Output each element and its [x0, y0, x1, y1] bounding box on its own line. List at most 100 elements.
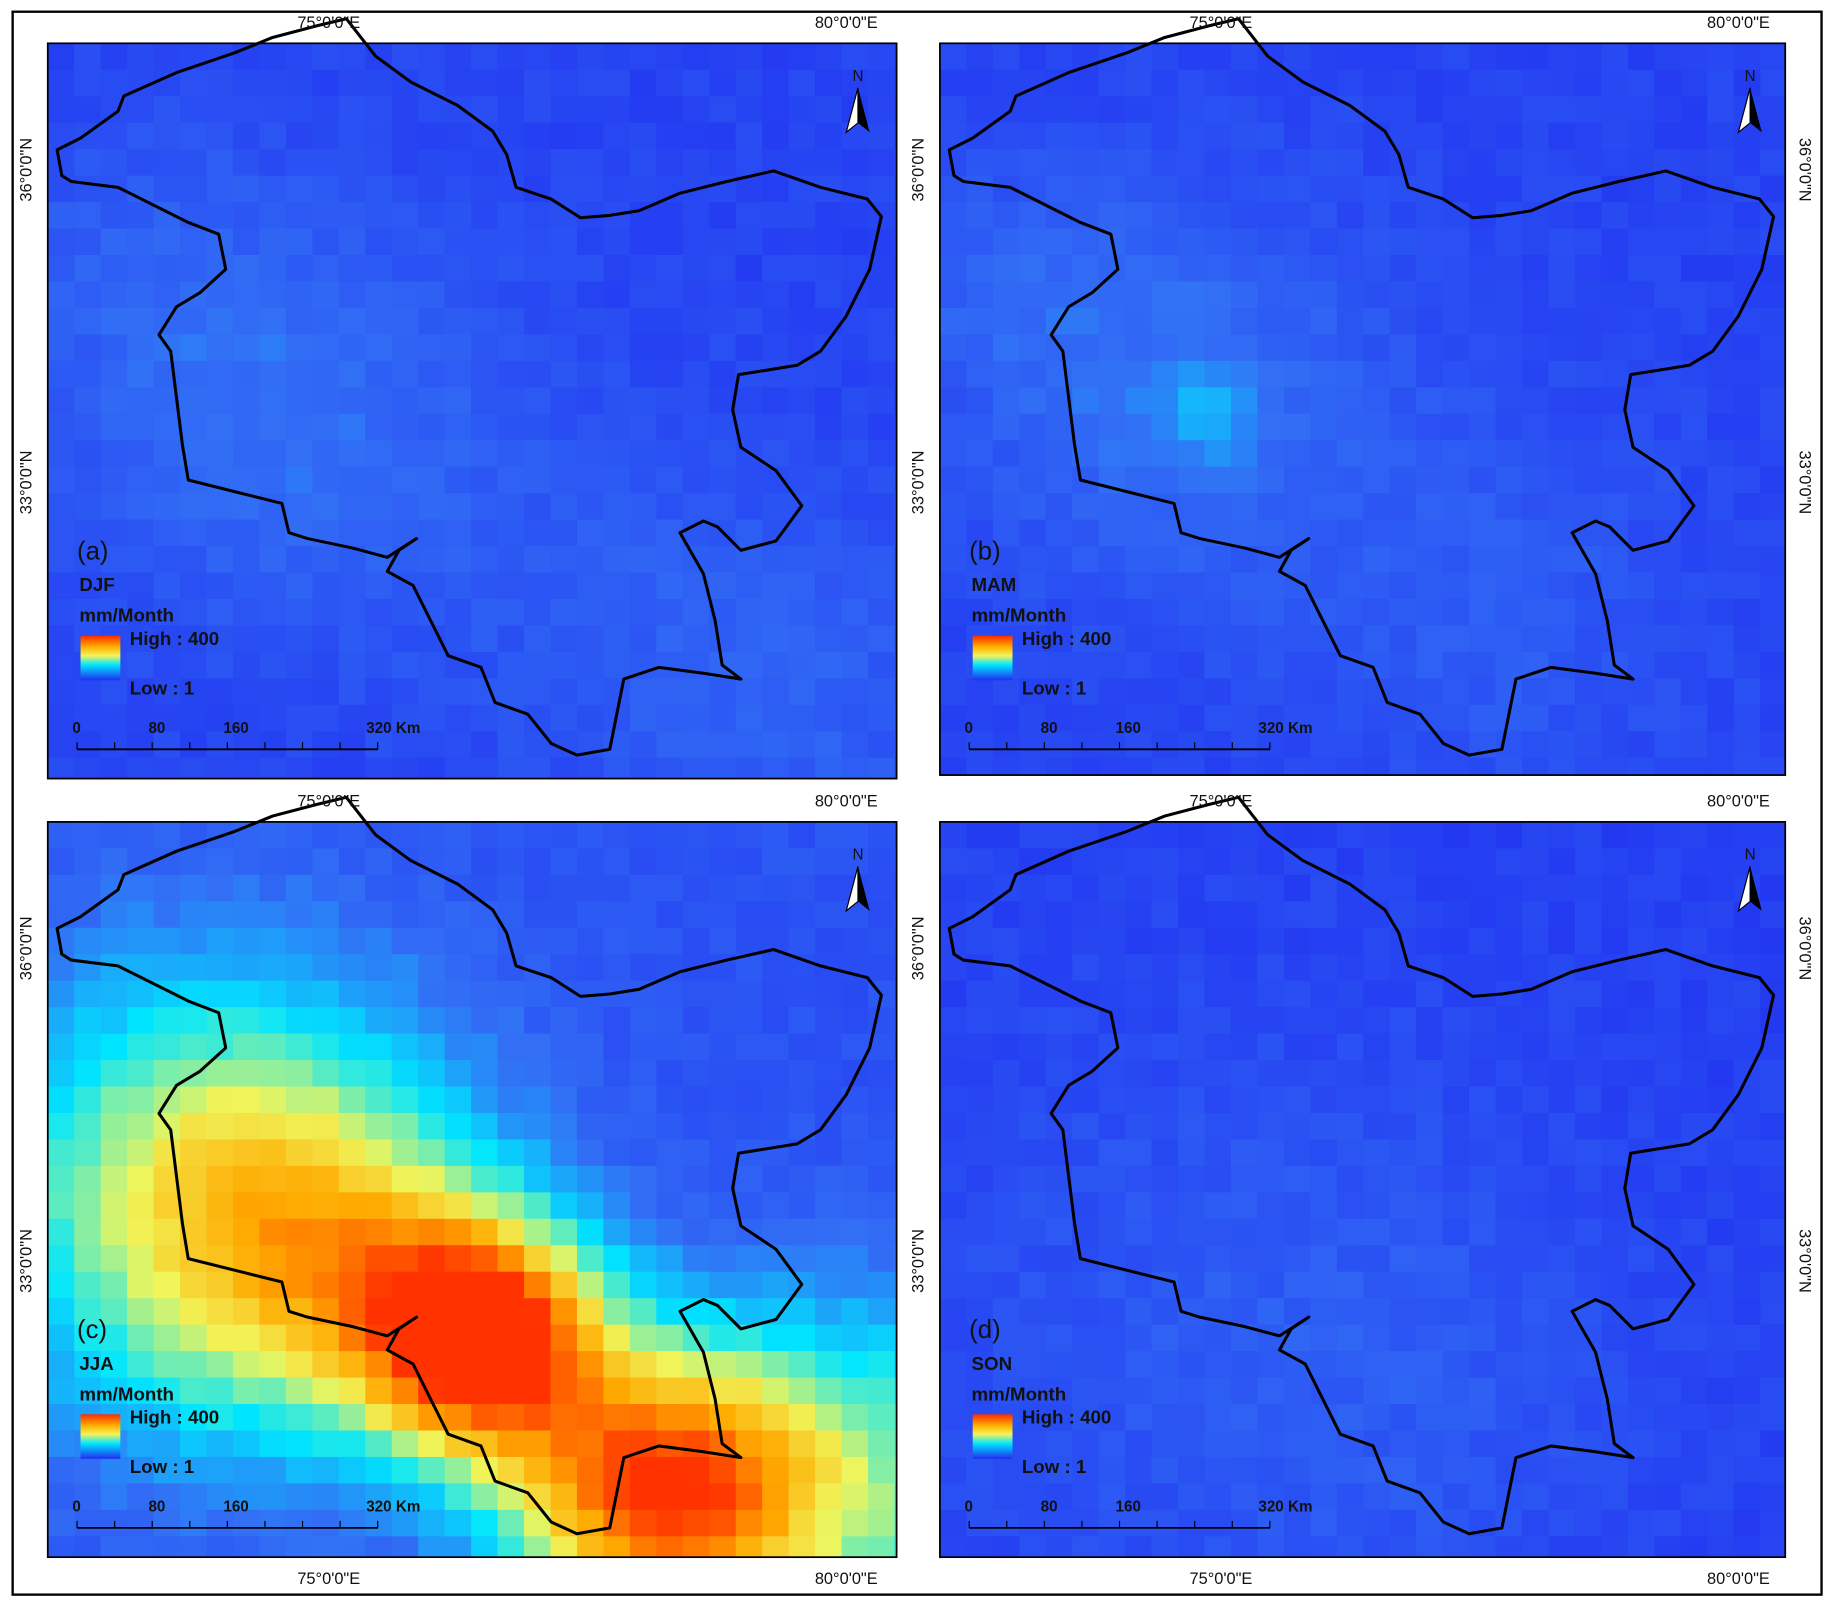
raster-cell — [1760, 901, 1786, 929]
raster-cell — [1416, 625, 1444, 653]
raster-cell — [1283, 1456, 1311, 1484]
raster-cell — [1336, 1456, 1364, 1484]
raster-cell — [1363, 1218, 1391, 1246]
raster-cell — [1019, 1509, 1047, 1537]
raster-cell — [1707, 678, 1735, 706]
raster-cell — [966, 980, 994, 1008]
raster-cell — [127, 704, 155, 732]
raster-cell — [206, 954, 234, 982]
raster-cell — [338, 757, 366, 779]
raster-cell — [1522, 1060, 1550, 1088]
raster-cell — [1442, 1536, 1470, 1558]
raster-cell — [1178, 572, 1206, 600]
raster-cell — [1230, 848, 1259, 876]
raster-cell — [1045, 440, 1073, 468]
raster-cell — [576, 1536, 605, 1558]
raster-cell — [1019, 334, 1047, 362]
raster-cell — [74, 1351, 102, 1379]
raster-cell — [1389, 1430, 1417, 1458]
raster-cell — [232, 122, 261, 150]
raster-cell — [1495, 69, 1523, 97]
raster-cell — [1336, 440, 1364, 468]
raster-cell — [735, 228, 763, 256]
raster-cell — [762, 413, 790, 441]
raster-cell — [788, 43, 816, 71]
raster-cell — [232, 149, 261, 177]
raster-cell — [1230, 43, 1259, 71]
raster-cell — [1574, 598, 1603, 627]
raster-cell — [418, 519, 446, 547]
raster-cell — [1283, 255, 1311, 283]
raster-cell — [1389, 96, 1417, 124]
raster-cell — [418, 1060, 446, 1088]
raster-cell — [815, 757, 843, 779]
raster-cell — [127, 757, 155, 779]
raster-cell — [1178, 980, 1206, 1008]
raster-cell — [1125, 1192, 1153, 1220]
raster-cell — [1416, 980, 1444, 1008]
raster-cell — [285, 175, 313, 203]
raster-cell — [1416, 1086, 1444, 1114]
raster-cell — [1230, 1536, 1259, 1558]
raster-cell — [1336, 731, 1364, 759]
raster-cell — [524, 848, 552, 876]
raster-cell — [894, 1324, 897, 1352]
raster-cell — [1389, 980, 1417, 1008]
raster-cell — [471, 1218, 499, 1246]
raster-cell — [232, 1060, 261, 1088]
raster-cell — [232, 1483, 261, 1511]
raster-cell — [788, 678, 816, 706]
raster-cell — [1548, 1245, 1576, 1273]
raster-cell — [312, 149, 340, 177]
raster-cell — [285, 954, 313, 982]
raster-cell — [418, 307, 446, 335]
raster-cell — [338, 519, 366, 547]
raster-cell — [1442, 821, 1470, 849]
raster-cell — [992, 1298, 1020, 1326]
raster-cell — [1363, 493, 1391, 521]
raster-cell — [939, 466, 967, 494]
raster-cell — [788, 546, 816, 574]
raster-cell — [1680, 387, 1708, 415]
raster-cell — [815, 43, 843, 71]
raster-cell — [1601, 980, 1629, 1008]
raster-cell — [1680, 625, 1708, 653]
raster-cell — [1151, 1218, 1179, 1246]
raster-cell — [576, 1404, 605, 1432]
raster-cell — [1522, 360, 1550, 388]
raster-cell — [815, 572, 843, 600]
raster-cell — [1601, 848, 1629, 876]
raster-cell — [418, 1033, 446, 1061]
raster-cell — [992, 1483, 1020, 1511]
raster-cell — [762, 1456, 790, 1484]
raster-cell — [1310, 1483, 1338, 1511]
raster-cell — [47, 281, 75, 309]
legend-high: High : 400 — [1022, 628, 1111, 649]
raster-cell — [74, 228, 102, 256]
raster-cell — [1495, 757, 1523, 776]
raster-cell — [365, 1165, 393, 1193]
raster-cell — [1522, 281, 1550, 309]
raster-cell — [1442, 122, 1470, 150]
raster-cell — [1442, 1112, 1470, 1141]
raster-cell — [1257, 334, 1285, 362]
raster-cell — [1125, 980, 1153, 1008]
raster-cell — [841, 1324, 869, 1352]
raster-cell — [74, 360, 102, 388]
raster-cell — [939, 307, 967, 335]
raster-cell — [1283, 334, 1311, 362]
raster-cell — [1336, 704, 1364, 732]
raster-cell — [365, 980, 393, 1008]
raster-cell — [100, 901, 128, 929]
raster-cell — [259, 651, 287, 679]
raster-cell — [1733, 678, 1761, 706]
raster-cell — [841, 1218, 869, 1246]
raster-cell — [966, 1192, 994, 1220]
raster-cell — [1310, 1430, 1338, 1458]
raster-cell — [1601, 334, 1629, 362]
raster-cell — [1601, 1456, 1629, 1484]
raster-cell — [1442, 493, 1470, 521]
raster-cell — [1098, 874, 1126, 902]
raster-cell — [47, 1112, 75, 1141]
raster-cell — [788, 598, 816, 627]
